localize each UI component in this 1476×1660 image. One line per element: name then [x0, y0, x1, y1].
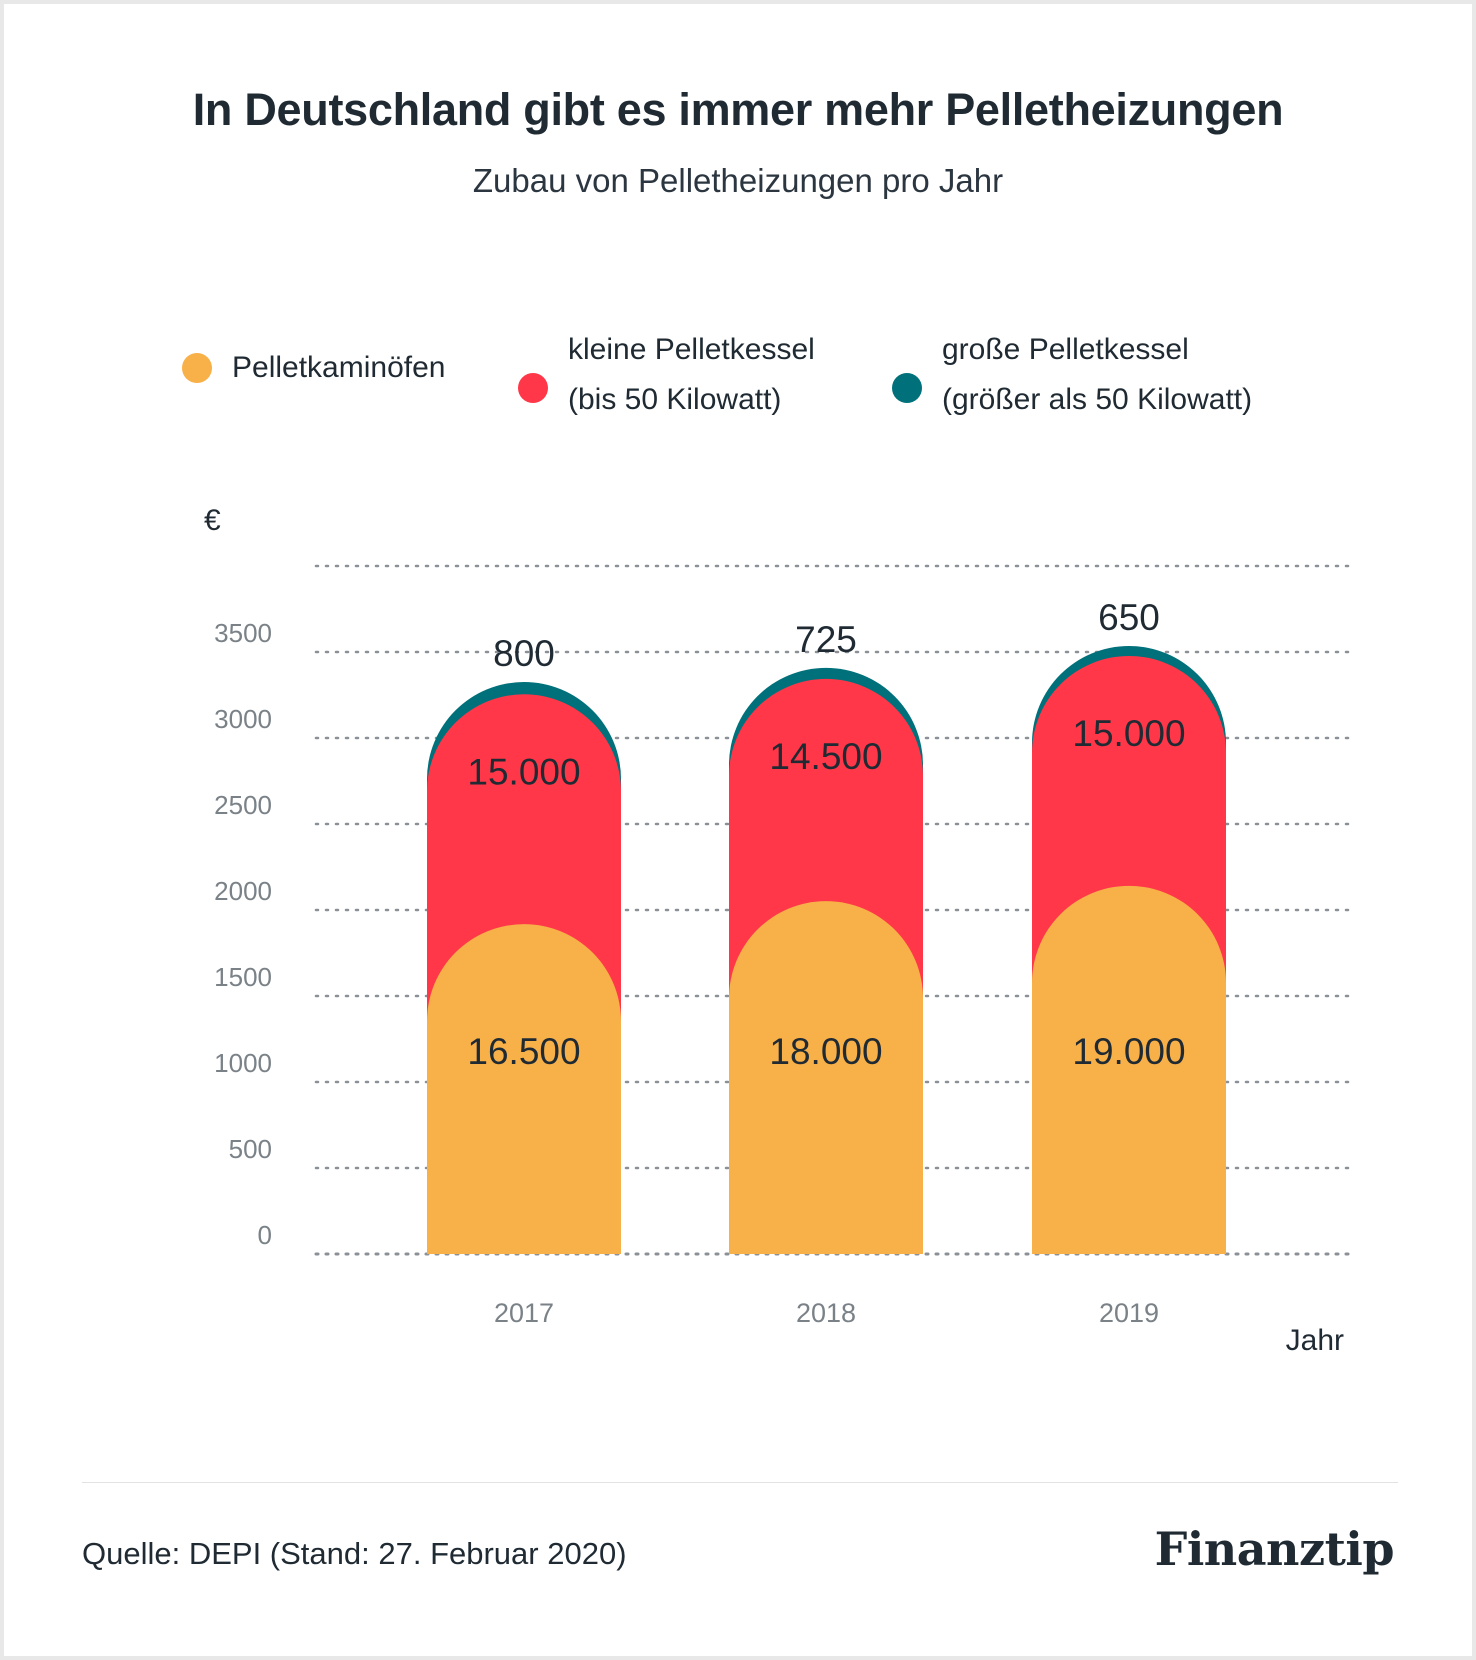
legend-item-pelletkaminoefen: Pelletkaminöfen	[182, 343, 445, 393]
chart-subtitle: Zubau von Pelletheizungen pro Jahr	[472, 162, 1004, 199]
chart-card: In Deutschland gibt es immer mehr Pellet…	[4, 4, 1472, 1656]
value-label-2019-2: 650	[1098, 597, 1160, 638]
bar-segment-2018-0	[729, 901, 923, 1254]
value-label-2019-0: 19.000	[1072, 1031, 1185, 1072]
chart-title: In Deutschland gibt es immer mehr Pellet…	[192, 84, 1284, 135]
bar-segment-2017-0	[427, 924, 621, 1254]
bar-segment-2019-0	[1032, 885, 1226, 1254]
legend-item-kleine-pelletkessel: kleine Pelletkessel (bis 50 Kilowatt)	[518, 333, 815, 425]
legend-label-grosse-pelletkessel: große Pelletkessel (größer als 50 Kilowa…	[942, 333, 1253, 416]
legend-label-kleine-pelletkessel: kleine Pelletkessel (bis 50 Kilowatt)	[568, 333, 815, 416]
y-tick-label: 2500	[214, 790, 272, 820]
x-tick-label: 2017	[494, 1298, 554, 1328]
value-label-2017-2: 800	[493, 633, 555, 674]
x-tick-label: 2018	[796, 1298, 856, 1328]
y-tick-label: 1000	[214, 1048, 272, 1078]
value-label-2019-1: 15.000	[1072, 713, 1185, 754]
legend-label-pelletkaminoefen: Pelletkaminöfen	[232, 351, 446, 384]
stacked-bar-chart: 0 500 1000 1500 2000 2500 3000 3500 16.500 15.000…	[214, 564, 1350, 1328]
value-label-2018-1: 14.500	[769, 736, 882, 777]
x-axis-unit: Jahr	[1285, 1324, 1344, 1357]
value-label-2018-0: 18.000	[769, 1031, 882, 1072]
legend-swatch-kleine-pelletkessel	[518, 373, 548, 403]
footer-divider	[82, 1482, 1398, 1483]
value-label-2017-1: 15.000	[467, 751, 580, 792]
legend-swatch-grosse-pelletkessel	[892, 373, 922, 403]
y-tick-label: 2000	[214, 876, 272, 906]
value-label-2018-2: 725	[795, 619, 857, 660]
y-tick-label: 500	[229, 1134, 272, 1164]
brand-logo: Finanztip	[1154, 1522, 1395, 1576]
y-tick-label: 1500	[214, 962, 272, 992]
y-tick-label: 3000	[214, 704, 272, 734]
legend-swatch-pelletkaminoefen	[182, 353, 212, 383]
y-tick-label: 3500	[214, 618, 272, 648]
legend-item-grosse-pelletkessel: große Pelletkessel (größer als 50 Kilowa…	[892, 333, 1252, 425]
value-label-2017-0: 16.500	[467, 1031, 580, 1072]
x-tick-label: 2019	[1099, 1298, 1159, 1328]
y-axis-unit: €	[204, 504, 221, 537]
y-tick-label: 0	[258, 1220, 272, 1250]
source-note: Quelle: DEPI (Stand: 27. Februar 2020)	[82, 1536, 627, 1571]
